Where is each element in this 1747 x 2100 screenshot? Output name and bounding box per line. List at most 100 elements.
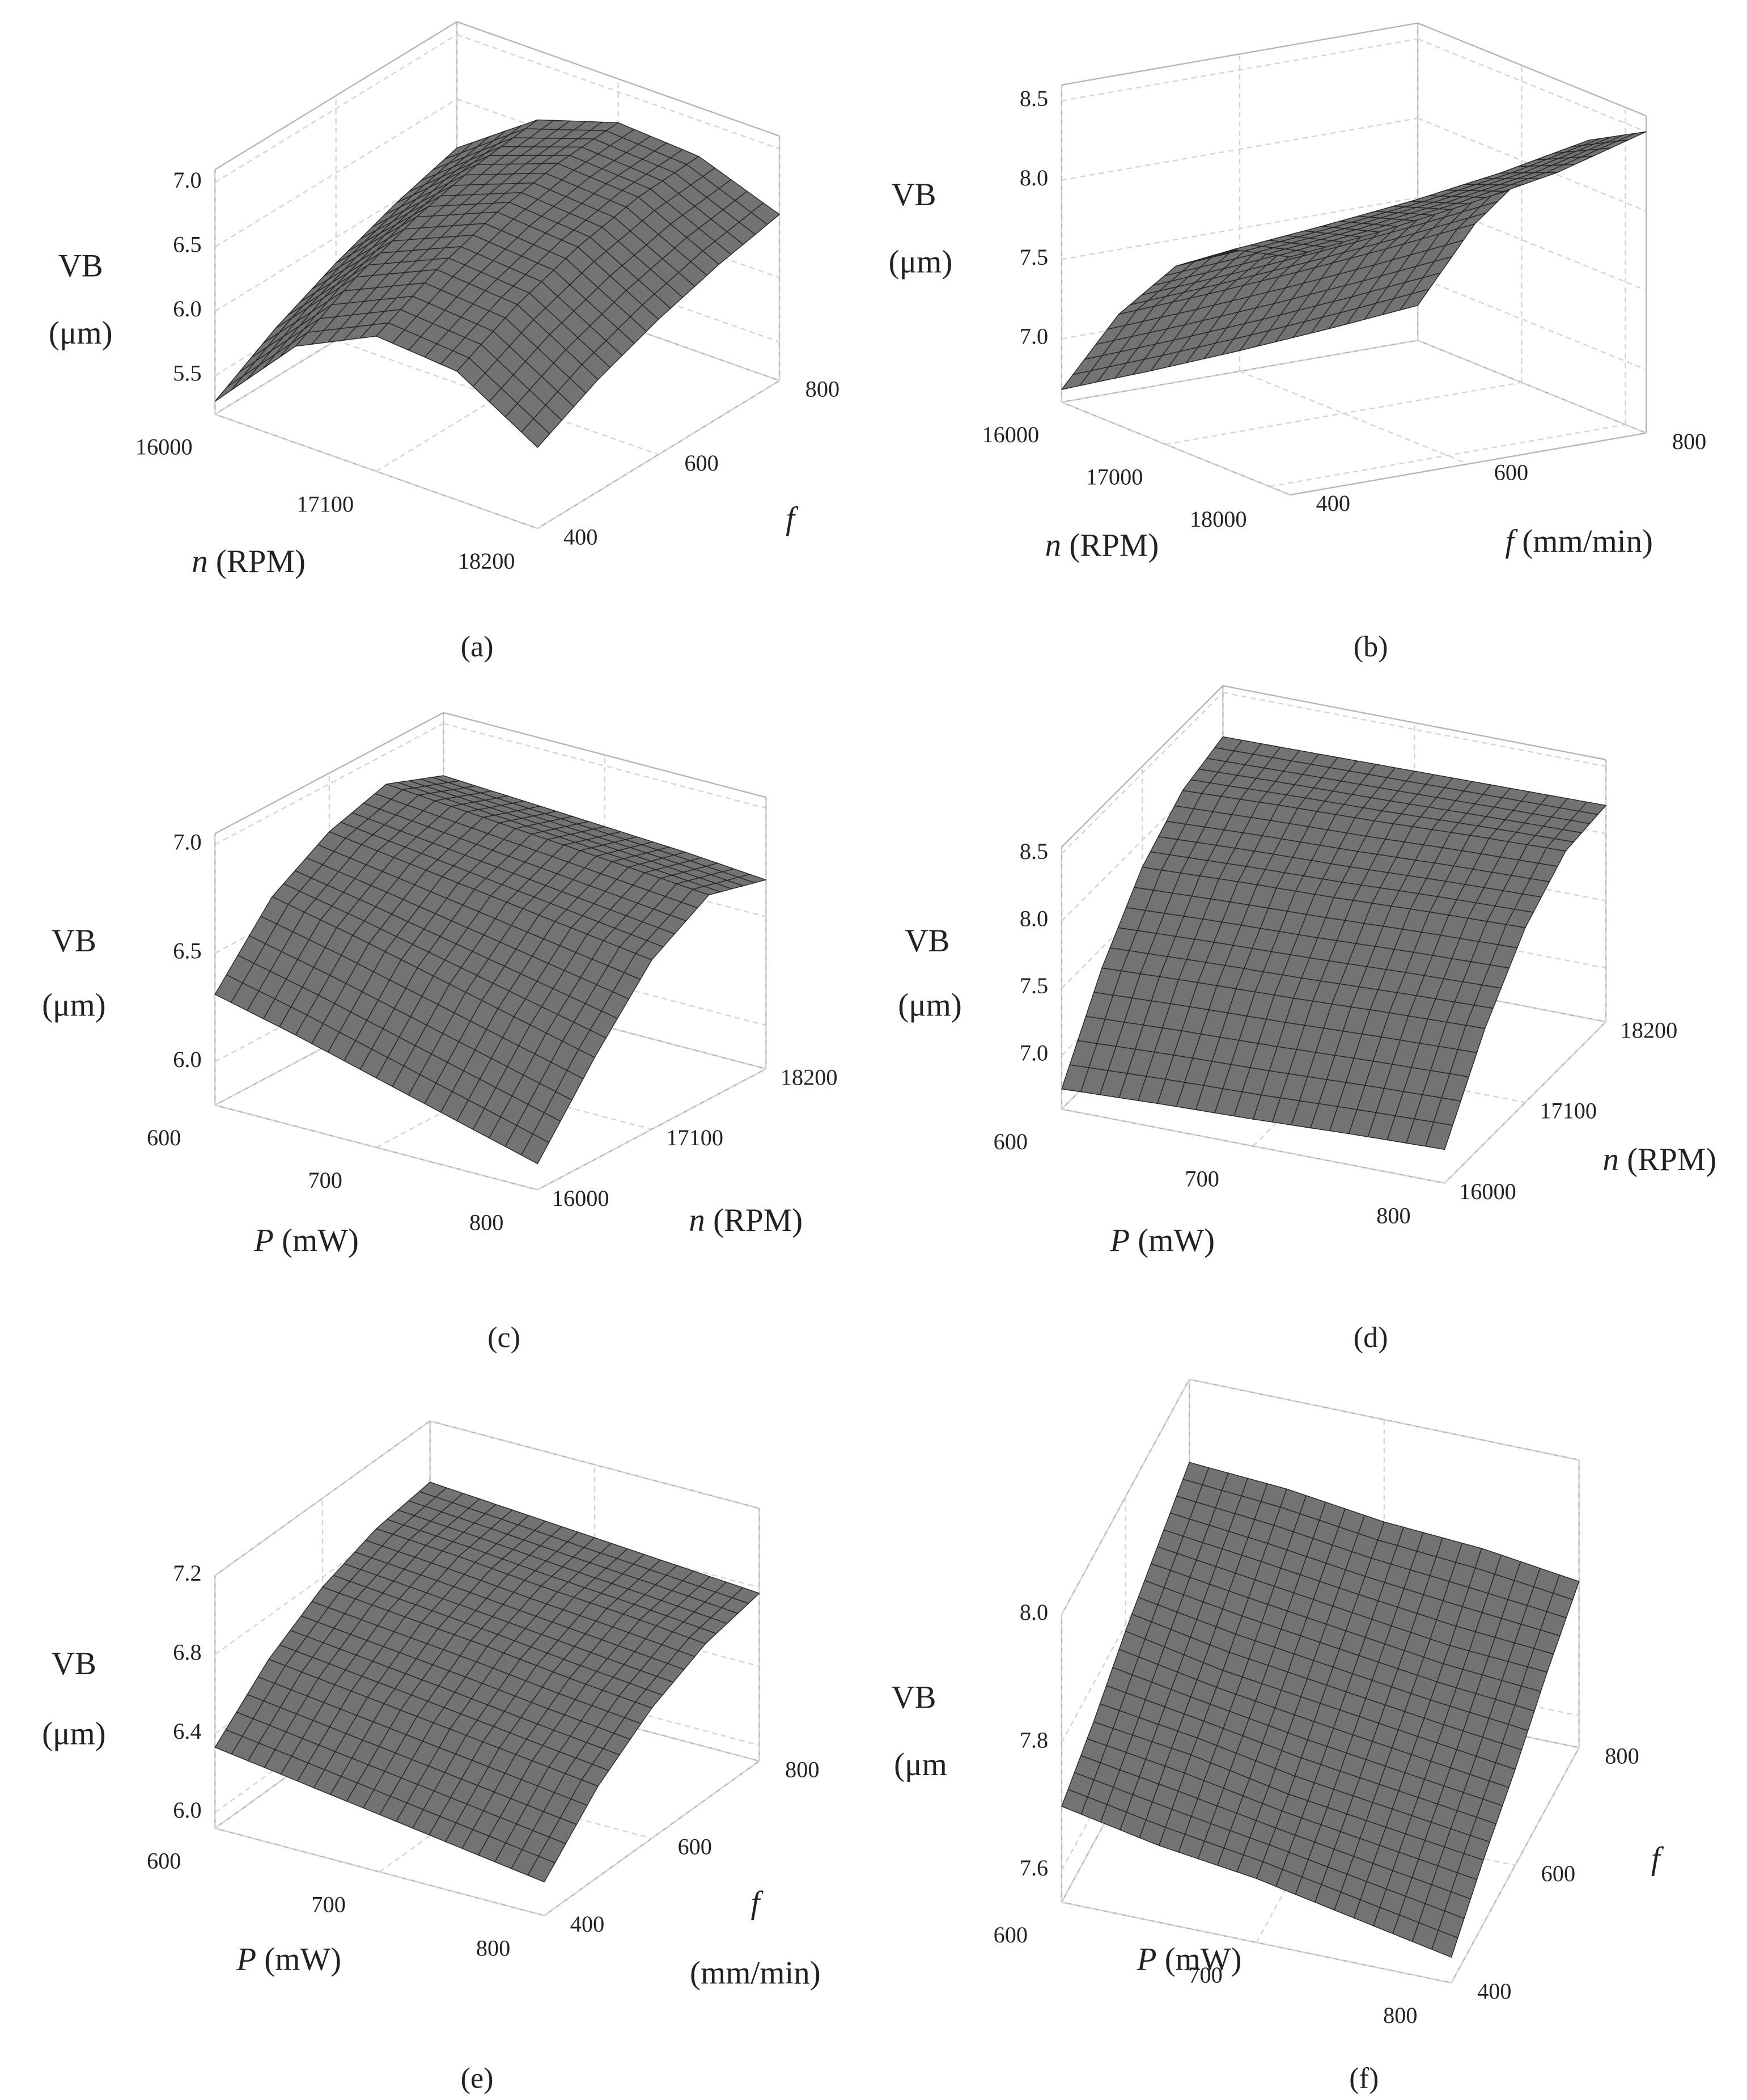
- box-edge: [1061, 685, 1224, 848]
- x-tick-label: 800: [476, 1936, 510, 1961]
- z-axis-label: (μm: [894, 1747, 947, 1783]
- axis-symbol: P: [236, 1942, 256, 1978]
- grid-line: [215, 1104, 538, 1191]
- axis-symbol: n: [689, 1203, 705, 1238]
- axis-label: f (mm/min): [1505, 524, 1653, 560]
- y-tick-label: 800: [785, 1756, 819, 1782]
- y-tick-label: 16000: [552, 1186, 609, 1211]
- panel-caption: (f): [1349, 2062, 1379, 2094]
- z-tick-label: 7.5: [1020, 973, 1048, 998]
- surface-panel: 600 700 800 400 600 800 7.6 7.8 8.0 P (mW) f VB (μm (f…: [892, 1378, 1664, 2094]
- grid-line: [215, 1827, 545, 1916]
- axis-symbol: n: [192, 544, 207, 579]
- axis-label: n (RPM): [192, 544, 306, 579]
- box-edge: [1061, 22, 1418, 86]
- axis-symbol: P: [1109, 1222, 1130, 1258]
- y-tick-label: 800: [805, 376, 839, 402]
- panel-caption: (c): [487, 1322, 520, 1354]
- box-edge: [1417, 22, 1647, 117]
- x-tick-label: 700: [1185, 1166, 1219, 1191]
- z-axis-label: VB: [52, 923, 96, 959]
- z-tick-label: 8.0: [1020, 906, 1048, 932]
- axis-label: P (mW): [253, 1222, 359, 1258]
- grid-line: [1223, 692, 1606, 767]
- z-axis-label: VB: [905, 923, 949, 959]
- grid-line: [1239, 370, 1469, 465]
- axis-unit: (mW): [282, 1222, 359, 1258]
- box-edge: [456, 21, 780, 137]
- y-tick-label: 600: [677, 1834, 711, 1860]
- axis-label: f: [750, 1885, 764, 1921]
- grid-line: [1061, 117, 1418, 181]
- box-edge: [214, 712, 444, 835]
- axis-label: P (mW): [1137, 1942, 1242, 1978]
- x-tick-label: 16000: [982, 422, 1039, 447]
- x-tick-label: 600: [994, 1129, 1028, 1154]
- z-tick-label: 6.8: [173, 1640, 201, 1665]
- y-tick-label: 18200: [781, 1064, 838, 1090]
- z-tick-label: 5.5: [173, 361, 201, 386]
- y-tick-label: 400: [1316, 490, 1350, 516]
- grid-line: [1223, 947, 1606, 1023]
- axis-unit: (mm/min): [1522, 524, 1653, 560]
- axis-label: f: [1651, 1841, 1664, 1877]
- x-tick-label: 18200: [458, 548, 515, 574]
- z-axis-label: (μm): [49, 315, 113, 351]
- y-tick-label: 17100: [666, 1125, 723, 1150]
- z-tick-label: 8.0: [1020, 1599, 1048, 1625]
- axis-symbol: f: [1505, 524, 1518, 560]
- axis-label: f: [786, 501, 799, 536]
- grid-line: [1417, 340, 1647, 434]
- grid-line: [214, 1420, 431, 1576]
- y-tick-label: 18200: [1621, 1017, 1678, 1043]
- surface-panel: 16000 17100 18200 400 600 800 5.5 6.0 6.5 7.0 n (RP…: [49, 21, 839, 663]
- grid-line: [214, 34, 457, 183]
- grid-line: [1061, 1108, 1445, 1184]
- x-tick-label: 17000: [1086, 464, 1143, 490]
- y-tick-label: 16000: [1459, 1179, 1516, 1204]
- z-tick-label: 8.5: [1020, 839, 1048, 864]
- z-axis-label: (μm): [898, 988, 962, 1023]
- surface-cell: [1425, 1121, 1453, 1150]
- axis-unit: (RPM): [1627, 1142, 1716, 1178]
- surface-panel: 600 700 800 400 600 800 6.0 6.4 6.8 7.2 P (mW) f (mm/…: [42, 1420, 821, 2094]
- grid-line: [1061, 1506, 1190, 1743]
- grid-line: [1223, 893, 1606, 969]
- axis-symbol: f: [786, 501, 799, 536]
- grid-line: [443, 940, 766, 1026]
- z-axis-label: (μm): [42, 1716, 106, 1752]
- y-tick-label: 600: [1494, 460, 1528, 485]
- panel-caption: (b): [1354, 630, 1388, 663]
- axis-label: n (RPM): [1603, 1142, 1717, 1178]
- grid-line: [443, 722, 766, 809]
- grid-line: [1061, 692, 1224, 854]
- x-tick-label: 800: [1383, 2002, 1417, 2028]
- y-tick-label: 800: [1605, 1743, 1639, 1769]
- z-axis-label: VB: [892, 177, 936, 213]
- axis-symbol: f: [1651, 1841, 1664, 1877]
- z-tick-label: 6.5: [173, 938, 201, 963]
- y-tick-label: 400: [570, 1911, 604, 1937]
- z-tick-label: 7.0: [173, 829, 201, 855]
- axis-unit: (mm/min): [690, 1955, 821, 1991]
- grid-line: [443, 983, 766, 1070]
- surface-cell: [1431, 1929, 1458, 1958]
- x-tick-label: 700: [308, 1167, 342, 1193]
- grid-line: [1417, 276, 1647, 371]
- x-tick-label: 800: [1376, 1203, 1410, 1229]
- surface-panel: 600 700 800 16000 17100 18200 7.0 7.5 8.0 8.5 P (mW…: [898, 685, 1717, 1354]
- box-edge: [1223, 685, 1606, 761]
- axis-label: P (mW): [1109, 1222, 1215, 1258]
- y-tick-label: 400: [563, 524, 597, 549]
- axis-unit: (mW): [1138, 1222, 1215, 1258]
- axis-symbol: f: [750, 1885, 764, 1921]
- grid-line: [443, 831, 766, 918]
- x-tick-label: 16000: [135, 434, 193, 460]
- z-tick-label: 7.5: [1020, 244, 1048, 270]
- z-tick-label: 7.0: [1020, 324, 1048, 349]
- y-tick-label: 17100: [1540, 1098, 1597, 1124]
- box-edge: [214, 21, 457, 171]
